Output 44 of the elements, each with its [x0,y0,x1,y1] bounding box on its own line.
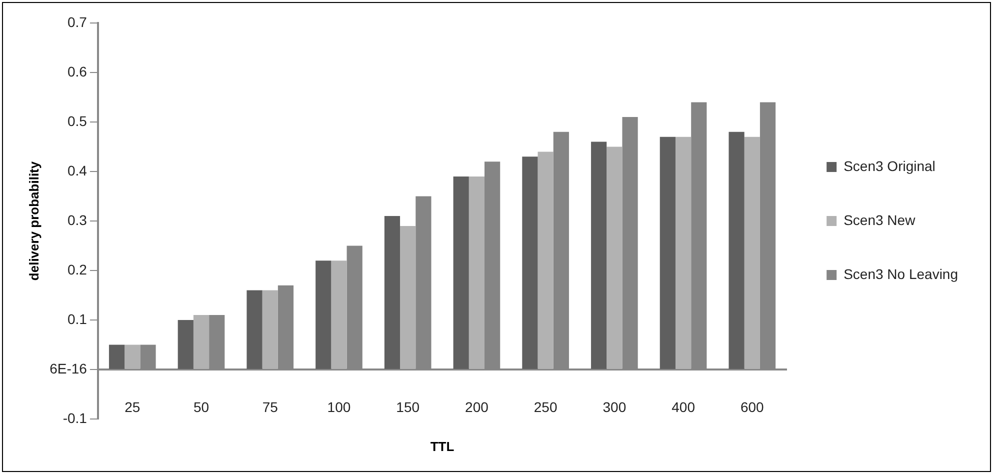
x-tick-label: 100 [327,398,351,415]
x-tick-label: 300 [602,398,626,415]
legend-label: Scen3 No Leaving [844,266,958,282]
y-tick-label: 0.1 [67,310,88,327]
bar [606,146,622,369]
x-tick-label: 25 [124,398,140,415]
bar [108,344,125,369]
bar [660,136,676,369]
bar [331,260,347,369]
x-tick-label: 250 [534,398,558,415]
y-tick-label: 0.7 [67,14,88,30]
bar [124,344,140,369]
x-tick-label: 75 [262,398,278,415]
x-tick-label: 150 [396,398,420,415]
x-tick-label: 200 [465,398,489,415]
x-tick-label: 400 [672,398,696,415]
y-tick-label: 0.3 [67,212,88,228]
y-tick-label: 6E-16 [50,360,88,376]
y-axis-title: delivery probability [26,160,42,281]
bar [744,136,760,369]
bar [384,216,400,369]
bar [400,226,416,369]
bar [728,132,744,369]
bar [468,176,485,369]
bar [262,290,278,369]
bar [522,156,538,369]
legend-label: Scen3 Original [844,158,936,174]
bar [591,142,607,369]
legend-label: Scen3 New [844,212,916,228]
y-tick-label: 0.6 [67,63,88,80]
bar [193,315,210,369]
x-tick-label: 600 [740,398,764,415]
y-tick-label: -0.1 [62,410,88,426]
y-tick-label: 0.5 [67,112,88,129]
bar [316,260,332,369]
bar [246,290,262,369]
x-tick-label: 50 [193,398,210,415]
bar [453,176,469,369]
x-axis-title: TTL [430,439,454,454]
y-tick-label: 0.2 [67,261,88,278]
y-tick-label: 0.4 [67,162,88,178]
bar [538,152,554,369]
bar [675,136,692,369]
bar [178,320,194,369]
